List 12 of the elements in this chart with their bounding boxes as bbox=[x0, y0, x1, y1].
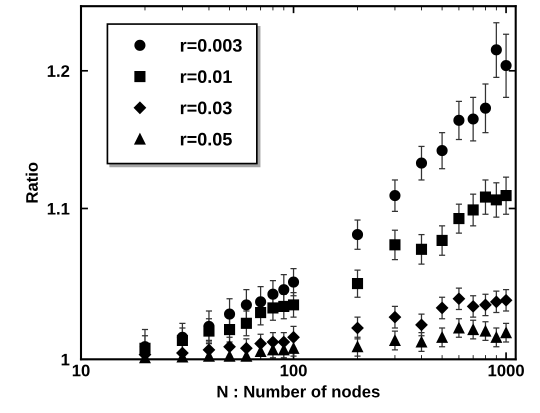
x-axis-title: N : Number of nodes bbox=[218, 385, 380, 398]
x-tick-label: 100 bbox=[280, 364, 307, 376]
legend-label: r=0.05 bbox=[180, 132, 232, 146]
legend-label: r=0.01 bbox=[180, 70, 232, 84]
y-tick-label: 1.1 bbox=[48, 203, 70, 215]
y-axis-title: Ratio bbox=[26, 162, 38, 202]
y-tick-label: 1 bbox=[62, 354, 70, 366]
x-tick-label: 1000 bbox=[488, 364, 524, 376]
legend-label: r=0.03 bbox=[180, 102, 232, 114]
y-tick-label: 1.2 bbox=[48, 65, 70, 77]
x-tick-label: 10 bbox=[72, 364, 90, 376]
legend-label: r=0.003 bbox=[180, 38, 242, 52]
